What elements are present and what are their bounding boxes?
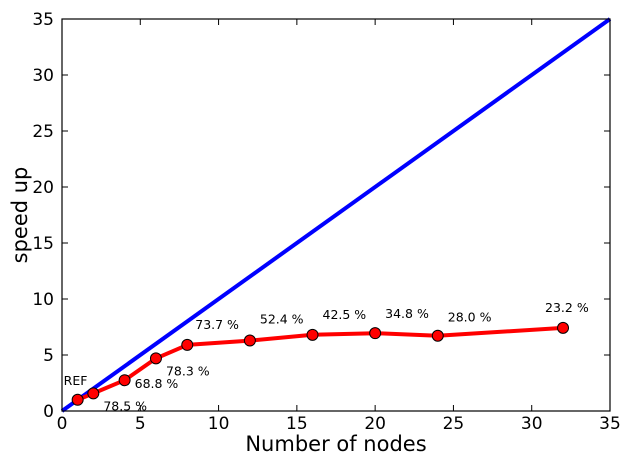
data-label: 68.8 % [135, 376, 179, 391]
data-point [182, 339, 193, 350]
data-point [150, 353, 161, 364]
data-label: 23.2 % [545, 300, 589, 315]
x-tick-label: 10 [208, 414, 230, 434]
y-tick-label: 25 [32, 122, 54, 142]
x-tick-label: 25 [443, 414, 465, 434]
y-axis-title: speed up [8, 167, 32, 264]
y-tick-label: 15 [32, 234, 54, 254]
data-label: 28.0 % [448, 310, 492, 325]
y-tick-label: 0 [43, 402, 54, 422]
ideal-speedup-line [62, 19, 610, 411]
data-point [432, 330, 443, 341]
x-axis-title: Number of nodes [245, 432, 426, 456]
data-label: 52.4 % [260, 312, 304, 327]
x-tick-label: 30 [521, 414, 543, 434]
y-tick-label: 5 [43, 346, 54, 366]
x-tick-label: 20 [364, 414, 386, 434]
data-point [558, 322, 569, 333]
y-tick-label: 30 [32, 66, 54, 86]
x-tick-label: 15 [286, 414, 308, 434]
data-label: 42.5 % [323, 307, 367, 322]
y-tick-label: 35 [32, 10, 54, 30]
data-label: 78.3 % [166, 363, 210, 378]
x-tick-label: 0 [57, 414, 68, 434]
data-point [307, 329, 318, 340]
data-point [88, 388, 99, 399]
data-point [370, 328, 381, 339]
data-label: 34.8 % [385, 306, 429, 321]
data-point [72, 394, 83, 405]
y-tick-label: 20 [32, 178, 54, 198]
x-tick-label: 35 [599, 414, 621, 434]
y-tick-label: 10 [32, 290, 54, 310]
data-point [119, 375, 130, 386]
x-tick-label: 5 [135, 414, 146, 434]
data-label: REF [64, 373, 88, 388]
data-point [244, 335, 255, 346]
data-label: 73.7 % [195, 317, 239, 332]
